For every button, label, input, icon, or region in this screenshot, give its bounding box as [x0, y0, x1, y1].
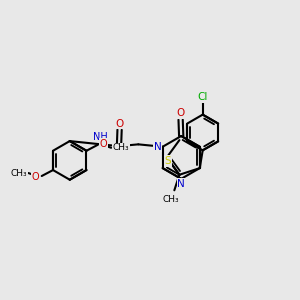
Text: O: O — [176, 108, 185, 118]
Text: CH₃: CH₃ — [163, 195, 180, 204]
Text: CH₃: CH₃ — [112, 143, 129, 152]
Text: N: N — [177, 179, 185, 189]
Text: O: O — [116, 118, 124, 128]
Text: CH₃: CH₃ — [11, 169, 27, 178]
Text: O: O — [100, 139, 107, 148]
Text: NH: NH — [93, 132, 108, 142]
Text: Cl: Cl — [197, 92, 208, 102]
Text: N: N — [154, 142, 161, 152]
Text: O: O — [32, 172, 40, 182]
Text: S: S — [165, 156, 171, 166]
